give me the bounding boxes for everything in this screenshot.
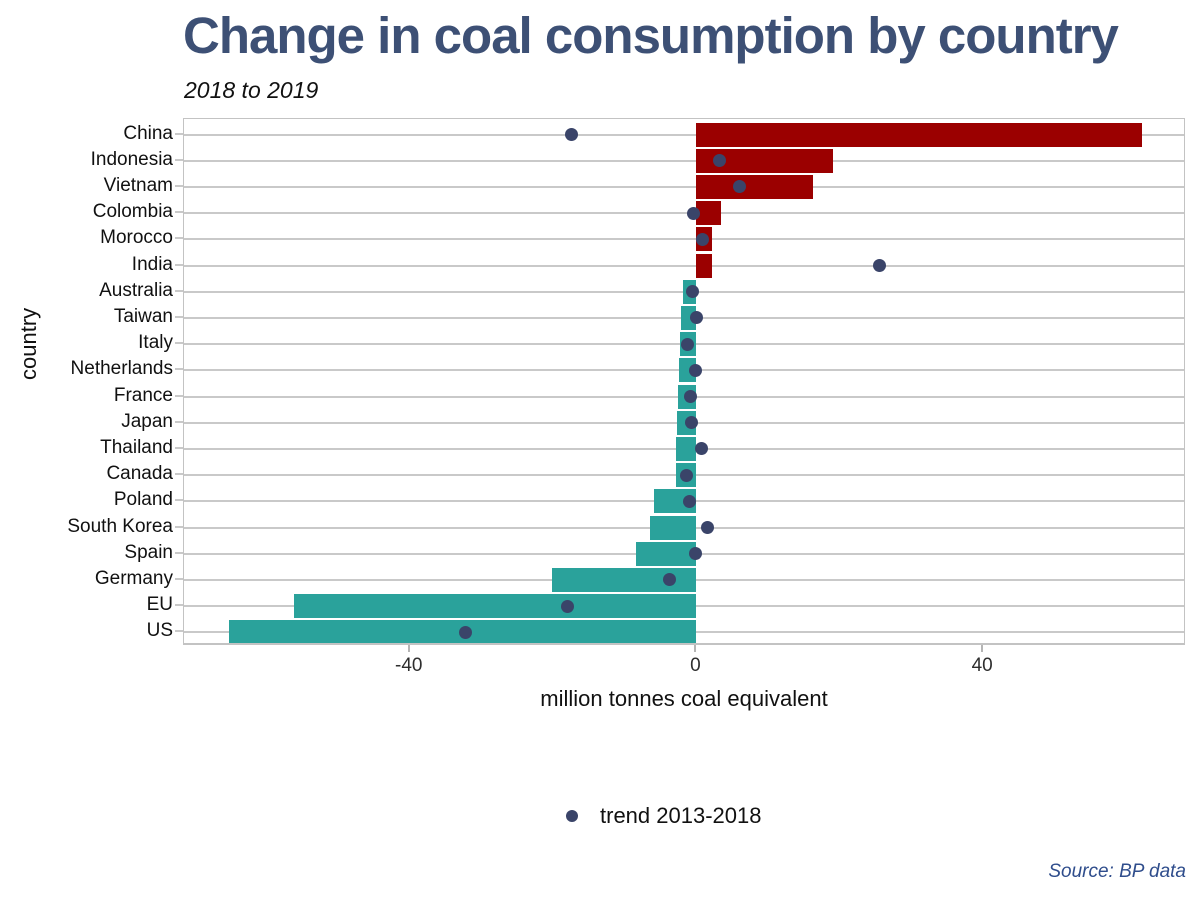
y-axis-tick	[175, 525, 183, 528]
country-label: Poland	[113, 489, 173, 511]
y-axis-title: country	[16, 307, 41, 380]
trend-dot	[732, 180, 746, 194]
trend-dot-legend-icon	[566, 810, 578, 822]
country-label: Indonesia	[90, 148, 173, 170]
y-axis-tick	[175, 630, 183, 633]
country-label: France	[113, 384, 173, 406]
bar	[294, 594, 697, 619]
country-label: China	[123, 122, 173, 144]
x-axis-tick	[407, 645, 410, 652]
gridline	[184, 133, 1184, 136]
y-axis-tick	[175, 315, 183, 318]
trend-dot	[687, 206, 701, 220]
trend-dot	[680, 337, 694, 351]
country-label: US	[146, 620, 173, 642]
y-axis-tick	[175, 420, 183, 423]
bar	[696, 174, 814, 199]
country-label: Colombia	[92, 201, 173, 223]
country-label: EU	[146, 594, 173, 616]
trend-dot	[694, 442, 708, 456]
country-label: Morocco	[100, 227, 173, 249]
y-axis-tick	[175, 577, 183, 580]
x-axis-title: million tonnes coal equivalent	[540, 686, 828, 711]
trend-dot	[679, 468, 693, 482]
trend-dot	[700, 521, 714, 534]
legend-label: trend 2013-2018	[600, 803, 762, 828]
gridline	[184, 238, 1184, 241]
bar	[696, 122, 1143, 147]
x-tick-label: 0	[690, 655, 701, 676]
y-axis-tick	[175, 132, 183, 135]
trend-dot	[689, 311, 703, 325]
country-label: Thailand	[100, 436, 173, 458]
y-axis-tick	[175, 342, 183, 345]
legend: trend 2013-2018	[566, 803, 761, 829]
country-label: India	[131, 253, 173, 275]
trend-dot	[686, 285, 700, 299]
trend-dot	[695, 232, 709, 246]
trend-dot	[682, 494, 696, 508]
trend-dot	[873, 259, 887, 272]
plot-panel	[183, 118, 1185, 645]
country-label: Germany	[94, 567, 173, 589]
country-label: Vietnam	[103, 174, 173, 196]
country-label: Taiwan	[113, 305, 173, 327]
y-axis-tick	[175, 473, 183, 476]
country-label: Australia	[99, 279, 173, 301]
y-axis-tick	[175, 237, 183, 240]
y-axis-tick	[175, 604, 183, 607]
y-axis-tick	[175, 289, 183, 292]
country-label: Netherlands	[70, 358, 173, 380]
y-axis-tick	[175, 263, 183, 266]
country-label: Canada	[106, 463, 173, 485]
country-label: Italy	[138, 332, 173, 354]
trend-dot	[662, 573, 676, 587]
gridline	[184, 264, 1184, 267]
trend-dot	[689, 363, 703, 377]
y-axis-tick	[175, 394, 183, 397]
x-axis-tick	[981, 645, 984, 652]
x-tick-label: 40	[971, 655, 993, 676]
y-axis-tick	[175, 184, 183, 187]
trend-dot	[689, 547, 703, 561]
x-tick-label: -40	[395, 655, 423, 676]
chart-subtitle: 2018 to 2019	[184, 77, 319, 103]
bar	[635, 541, 697, 566]
source-note: Source: BP data	[1048, 861, 1186, 882]
bar	[696, 253, 713, 278]
bar	[696, 201, 721, 226]
trend-dot	[684, 416, 698, 430]
y-axis-tick	[175, 368, 183, 371]
country-label: Spain	[124, 541, 173, 563]
y-axis-tick	[175, 499, 183, 502]
trend-dot	[712, 154, 726, 168]
chart-area: China Indonesia Vietnam Colombia Morocco Indi…	[67, 118, 1185, 676]
trend-dot	[560, 599, 574, 613]
trend-dot	[683, 390, 697, 403]
y-axis-tick	[175, 551, 183, 554]
country-label: South Korea	[67, 515, 173, 537]
x-axis-tick	[694, 645, 697, 652]
trend-dot	[564, 128, 578, 141]
y-axis-tick	[175, 158, 183, 161]
trend-dot	[459, 625, 473, 639]
y-axis-tick	[175, 446, 183, 449]
bar	[675, 436, 697, 461]
chart-title: Change in coal consumption by country	[183, 7, 1119, 64]
gridline	[184, 185, 1184, 188]
country-label: Japan	[121, 410, 173, 432]
gridline	[184, 159, 1184, 162]
y-axis-tick	[175, 211, 183, 214]
bar	[649, 515, 697, 540]
gridline	[184, 212, 1184, 215]
